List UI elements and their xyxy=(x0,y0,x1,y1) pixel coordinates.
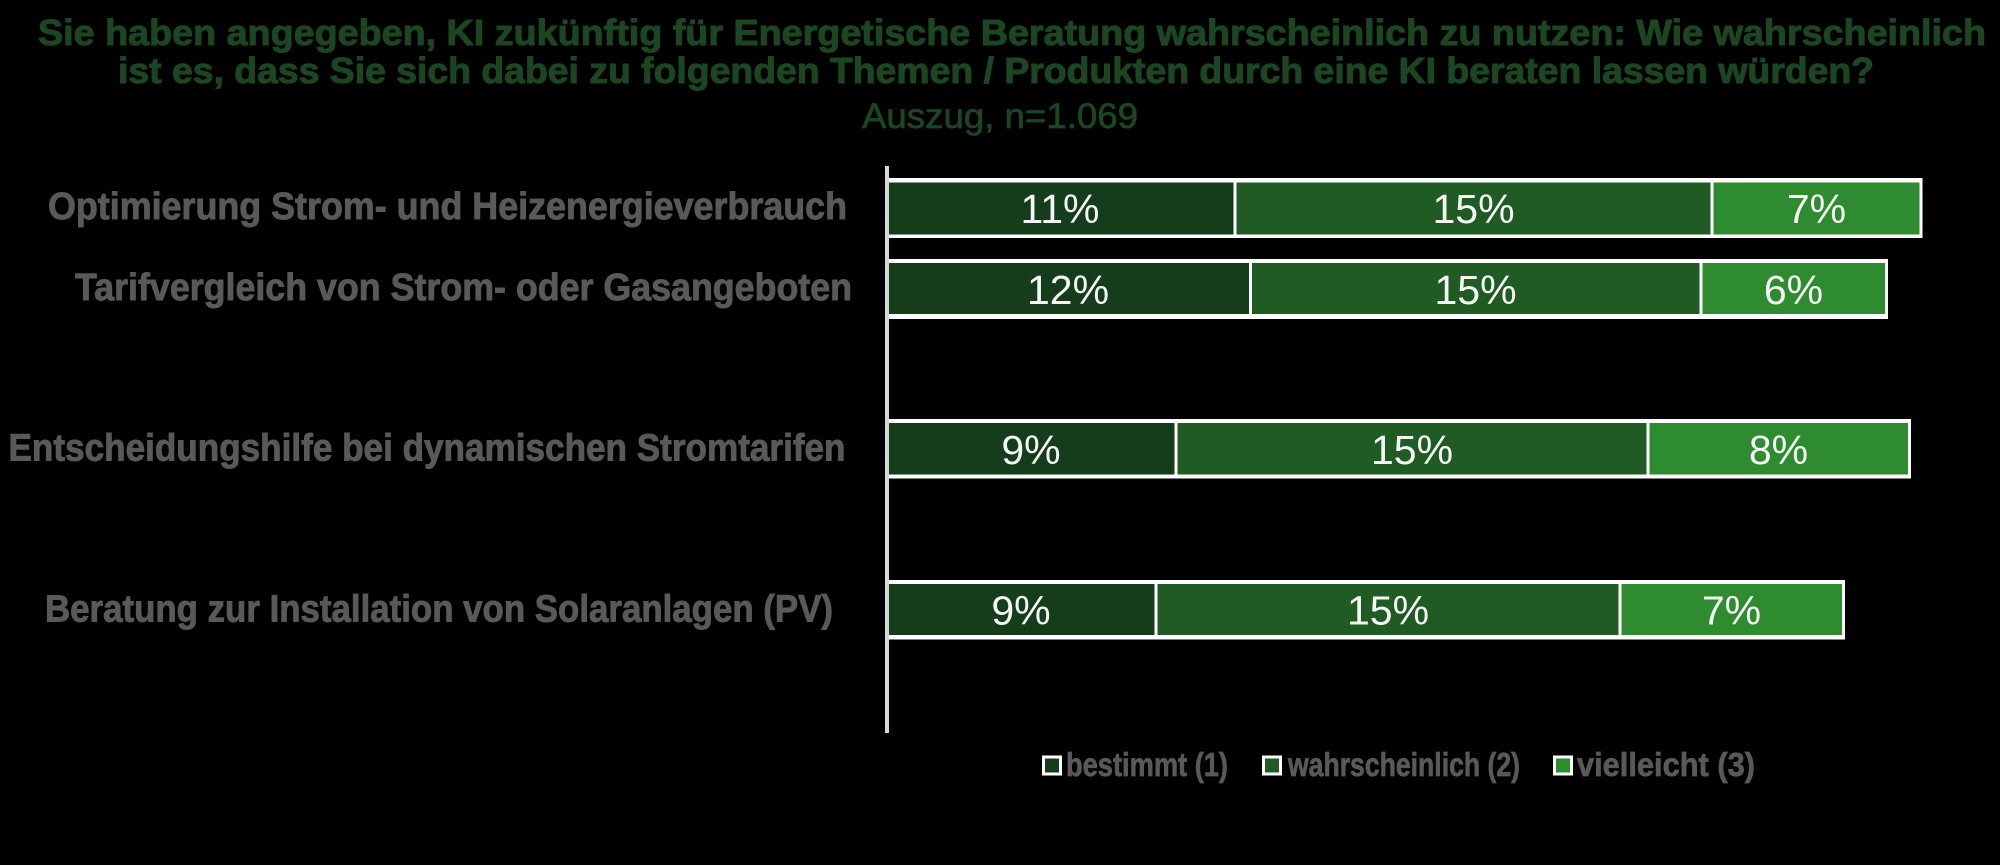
svg-text:11%: 11% xyxy=(1020,186,1099,232)
svg-text:Auszug, n=1.069: Auszug, n=1.069 xyxy=(862,97,1138,136)
svg-text:12%: 12% xyxy=(1027,267,1109,313)
svg-text:15%: 15% xyxy=(1347,588,1429,634)
svg-text:ist es, dass Sie sich dabei zu: ist es, dass Sie sich dabei zu folgenden… xyxy=(118,50,1874,91)
svg-text:vielleicht (3): vielleicht (3) xyxy=(1577,746,1755,783)
svg-text:15%: 15% xyxy=(1432,186,1514,232)
svg-text:6%: 6% xyxy=(1764,267,1823,313)
svg-text:9%: 9% xyxy=(991,588,1050,634)
svg-text:Beratung zur Installation von: Beratung zur Installation von Solaranlag… xyxy=(45,589,833,631)
svg-text:Sie haben angegeben, KI zukünf: Sie haben angegeben, KI zukünftig für En… xyxy=(38,12,1986,53)
svg-text:Optimierung Strom- und Heizene: Optimierung Strom- und Heizenergieverbra… xyxy=(48,186,847,228)
svg-text:9%: 9% xyxy=(1001,427,1060,473)
svg-text:15%: 15% xyxy=(1434,267,1516,313)
svg-text:bestimmt (1): bestimmt (1) xyxy=(1066,746,1228,783)
svg-text:8%: 8% xyxy=(1749,427,1808,473)
svg-text:7%: 7% xyxy=(1787,186,1846,232)
svg-text:Tarifvergleich von Strom- oder: Tarifvergleich von Strom- oder Gasangebo… xyxy=(75,267,852,309)
svg-text:Entscheidungshilfe bei dynamis: Entscheidungshilfe bei dynamischen Strom… xyxy=(9,428,846,470)
svg-text:wahrscheinlich (2): wahrscheinlich (2) xyxy=(1287,746,1520,783)
svg-text:7%: 7% xyxy=(1702,588,1761,634)
svg-text:15%: 15% xyxy=(1371,427,1453,473)
